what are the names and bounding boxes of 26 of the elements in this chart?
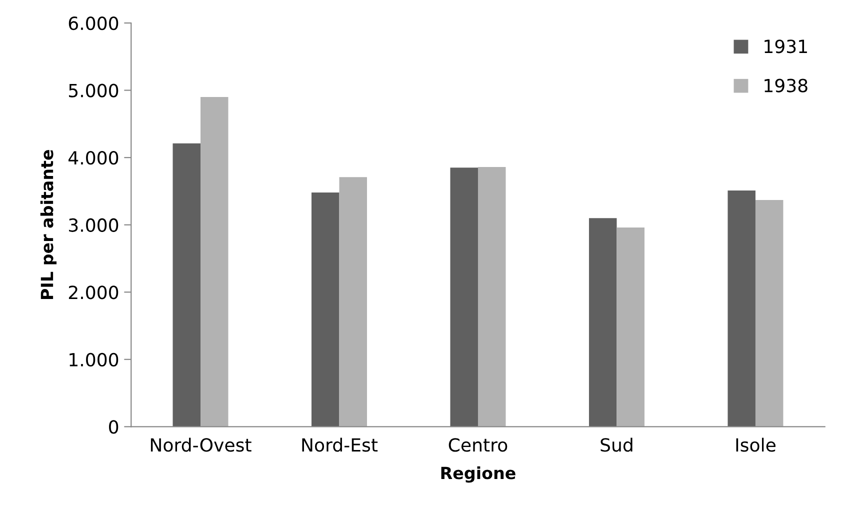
- bar: [450, 168, 478, 427]
- legend-label: 1938: [764, 78, 808, 92]
- bar: [172, 143, 200, 427]
- y-tick-label: 0: [109, 420, 118, 434]
- y-tick-label: 4.000: [68, 151, 118, 165]
- x-tick-label: Nord-Ovest: [150, 438, 252, 452]
- bar: [728, 190, 756, 427]
- x-tick-label: Isole: [736, 438, 776, 452]
- y-tick-label: 2.000: [68, 286, 118, 300]
- bar: [339, 177, 367, 427]
- x-tick-label: Nord-Est: [302, 438, 378, 452]
- y-tick-label: 1.000: [70, 352, 118, 367]
- y-tick-label: 3.000: [69, 218, 118, 232]
- legend-label: 1931: [764, 40, 807, 54]
- y-tick-label: 6.000: [68, 16, 118, 30]
- y-axis-title: PIL per abitante: [40, 150, 57, 299]
- bar: [588, 218, 617, 427]
- y-tick-label: 5.000: [69, 84, 118, 98]
- x-axis-title: Regione: [441, 466, 516, 483]
- bar: [478, 166, 506, 427]
- bar: [200, 97, 228, 427]
- bar: [311, 192, 340, 427]
- x-tick-label: Sud: [600, 438, 632, 452]
- bar: [755, 200, 784, 427]
- x-tick-label: Centro: [448, 438, 508, 452]
- bar: [616, 228, 644, 427]
